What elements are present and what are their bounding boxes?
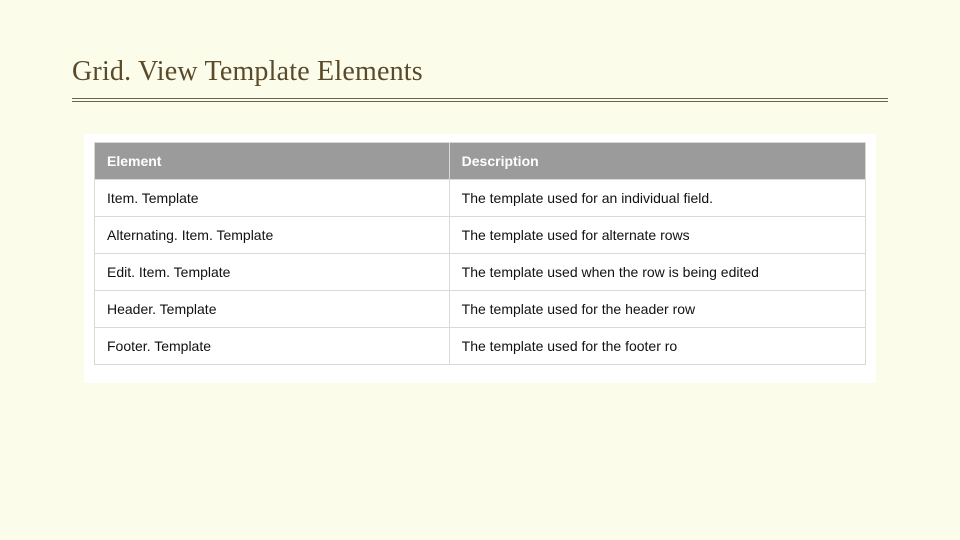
cell-element: Item. Template bbox=[95, 180, 450, 217]
slide: Grid. View Template Elements Element Des… bbox=[0, 0, 960, 540]
table-header-row: Element Description bbox=[95, 143, 866, 180]
page-title: Grid. View Template Elements bbox=[72, 56, 888, 88]
table-row: Item. Template The template used for an … bbox=[95, 180, 866, 217]
table-container: Element Description Item. Template The t… bbox=[84, 134, 876, 383]
cell-description: The template used for alternate rows bbox=[449, 217, 865, 254]
cell-element: Alternating. Item. Template bbox=[95, 217, 450, 254]
cell-element: Footer. Template bbox=[95, 328, 450, 365]
column-header-element: Element bbox=[95, 143, 450, 180]
column-header-description: Description bbox=[449, 143, 865, 180]
cell-description: The template used for the footer ro bbox=[449, 328, 865, 365]
cell-description: The template used when the row is being … bbox=[449, 254, 865, 291]
title-divider bbox=[72, 98, 888, 102]
table-body: Item. Template The template used for an … bbox=[95, 180, 866, 365]
table-row: Footer. Template The template used for t… bbox=[95, 328, 866, 365]
cell-element: Header. Template bbox=[95, 291, 450, 328]
template-elements-table: Element Description Item. Template The t… bbox=[94, 142, 866, 365]
cell-description: The template used for the header row bbox=[449, 291, 865, 328]
cell-element: Edit. Item. Template bbox=[95, 254, 450, 291]
table-row: Alternating. Item. Template The template… bbox=[95, 217, 866, 254]
table-row: Header. Template The template used for t… bbox=[95, 291, 866, 328]
table-row: Edit. Item. Template The template used w… bbox=[95, 254, 866, 291]
cell-description: The template used for an individual fiel… bbox=[449, 180, 865, 217]
